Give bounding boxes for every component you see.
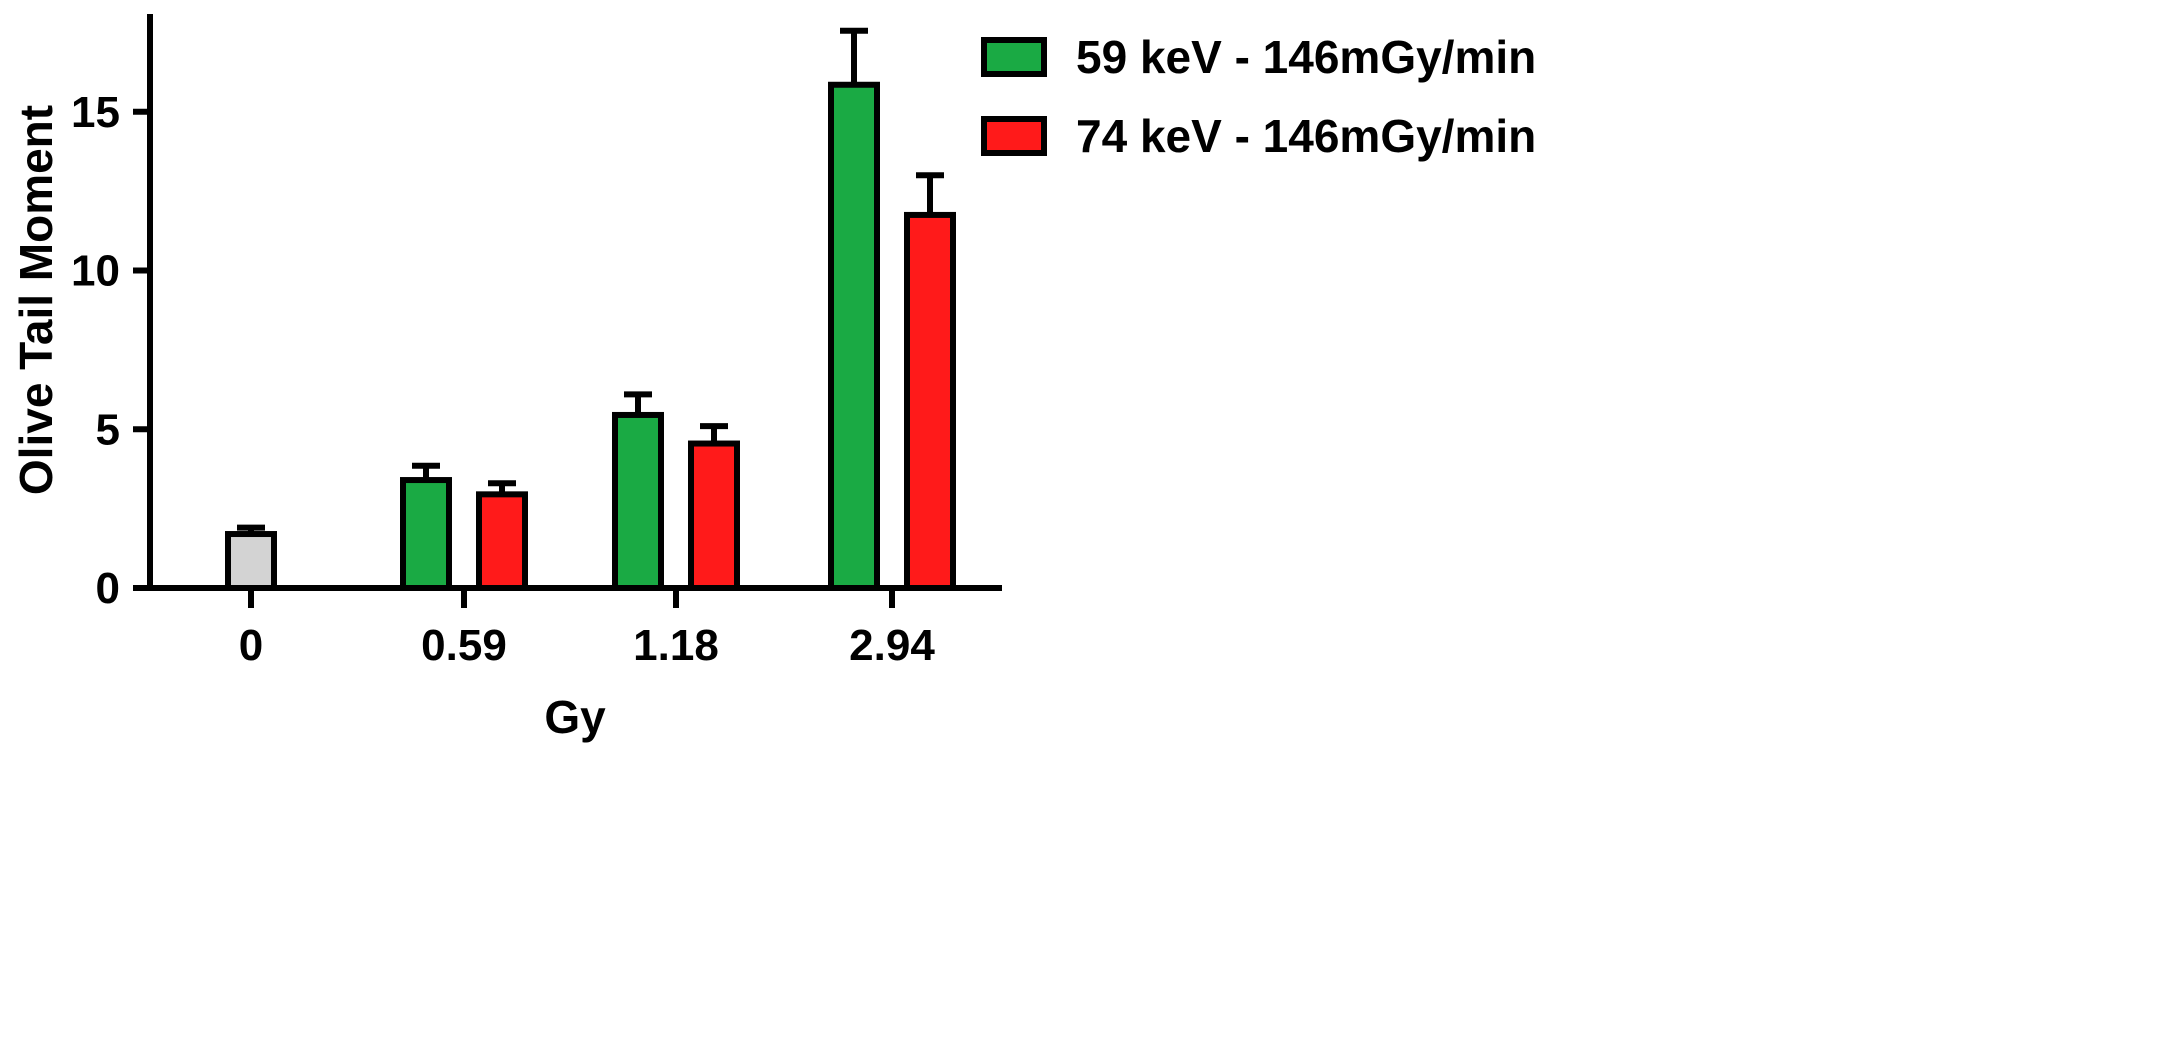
x-tick-label-0: 0 [239, 621, 263, 670]
legend-swatch-59kev [981, 37, 1047, 77]
legend-label-59kev: 59 keV - 146mGy/min [1076, 31, 1536, 83]
ticks-layer: 0 5 10 15 0 0.59 1.18 2.94 [71, 88, 935, 670]
bar-series1-0_59 [400, 477, 452, 591]
x-tick-label-0.59: 0.59 [421, 621, 507, 670]
bar-series2-2_94 [904, 211, 956, 591]
bar-series2-0_59 [476, 491, 528, 591]
bar-series1-1_18 [612, 411, 664, 591]
bar-control-0 [225, 531, 277, 592]
legend-label-74kev: 74 keV - 146mGy/min [1076, 110, 1536, 162]
bar-series1-2_94 [828, 81, 880, 591]
y-tick-label-0: 0 [96, 564, 120, 613]
legend-swatch-74kev [981, 116, 1047, 156]
x-tick-label-2.94: 2.94 [849, 621, 935, 670]
bar-series2-1_18 [688, 440, 740, 591]
bars-layer [225, 27, 956, 592]
legend: 59 keV - 146mGy/min 74 keV - 146mGy/min [981, 31, 1536, 162]
y-axis-label: Olive Tail Moment [10, 105, 62, 495]
x-tick-label-1.18: 1.18 [633, 621, 719, 670]
y-tick-label-10: 10 [71, 247, 120, 296]
y-tick-label-5: 5 [96, 405, 120, 454]
y-tick-label-15: 15 [71, 88, 120, 137]
x-axis-label: Gy [544, 691, 606, 743]
